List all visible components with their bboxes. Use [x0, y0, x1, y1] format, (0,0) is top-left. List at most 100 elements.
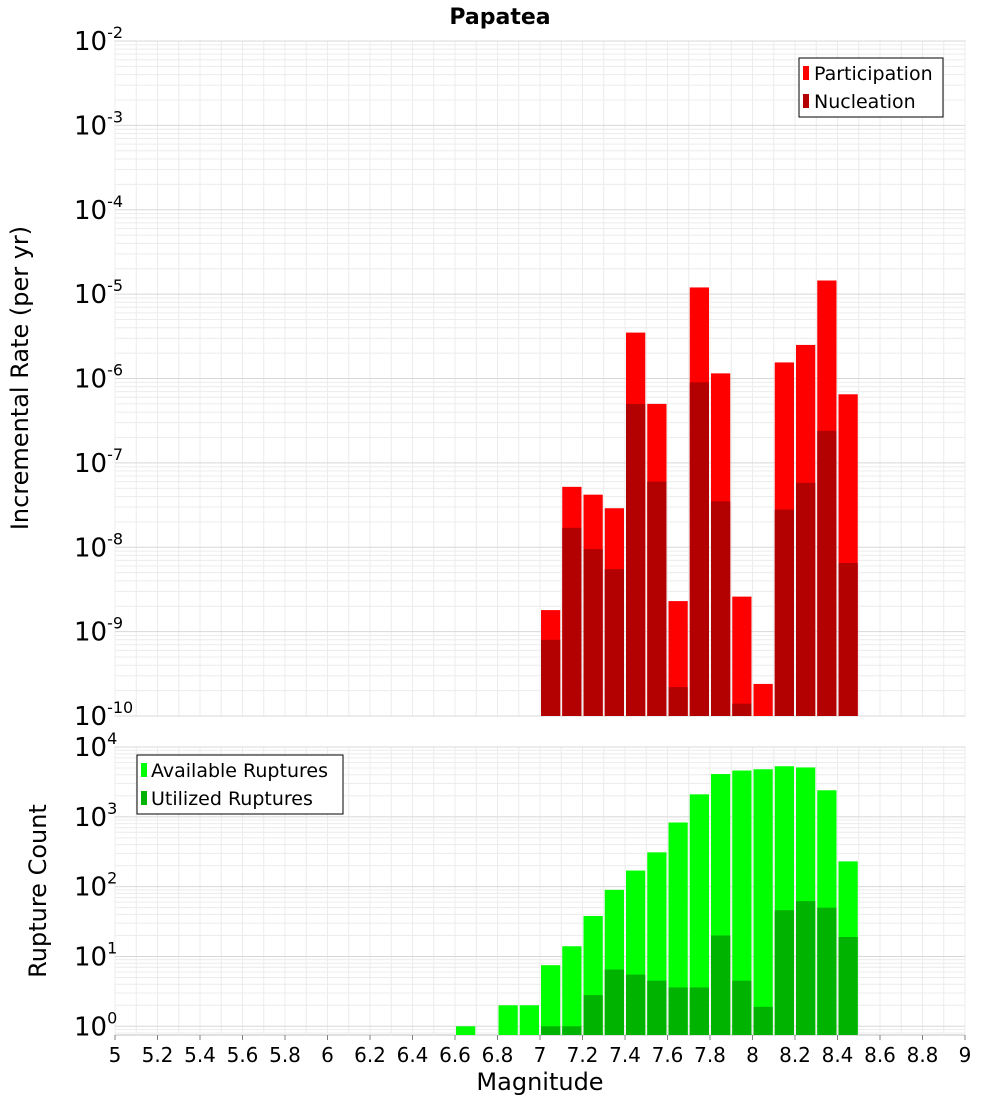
top-y-tick-labels: 10-2 10-3 10-4 10-5 10-6 10-7 10-8 10-9 10-10: [74, 23, 133, 732]
top-bar-series1: [541, 639, 561, 716]
x-tick-label: 5.6: [227, 1043, 259, 1067]
x-tick-label: 8: [746, 1043, 759, 1067]
bottom-y-tick-label: 104: [74, 729, 117, 763]
top-bar-series1: [562, 527, 582, 716]
bottom-y-tick-label: 101: [74, 938, 117, 972]
top-legend: Participation Nucleation: [798, 57, 944, 118]
bottom-y-tick-labels: 104 103 102 101 100: [74, 729, 117, 1042]
top-y-tick-label: 10-2: [74, 23, 123, 57]
top-bar-series1: [626, 403, 646, 716]
bottom-bar-series1: [817, 907, 837, 1035]
top-bar-series0: [753, 683, 773, 716]
bottom-bar-series1: [647, 980, 667, 1035]
top-bar-series1: [689, 382, 709, 716]
x-tick-label: 5: [109, 1043, 122, 1067]
bottom-bar-series0: [753, 769, 773, 1035]
legend-available-label: Available Ruptures: [151, 760, 328, 782]
bottom-y-axis-label: Rupture Count: [24, 804, 52, 978]
legend-nucleation-swatch: [803, 94, 809, 108]
bottom-bar-series1: [541, 1026, 561, 1035]
x-tick-label: 8.2: [779, 1043, 811, 1067]
bottom-bar-series0: [519, 1005, 539, 1035]
bottom-legend-box: [136, 754, 344, 815]
bottom-bar-series1: [732, 980, 752, 1035]
top-bar-series1: [817, 430, 837, 716]
bottom-bar-series1: [604, 969, 624, 1035]
bottom-bar-series0: [541, 965, 561, 1035]
top-panel: 10-2 10-3 10-4 10-5 10-6 10-7 10-8 10-9 10-10 In…: [6, 23, 966, 732]
bottom-bar-series1: [689, 987, 709, 1035]
x-tick-label: 7.4: [609, 1043, 641, 1067]
x-tick-label: 7.6: [652, 1043, 684, 1067]
x-tick-label: 8.8: [907, 1043, 939, 1067]
top-legend-box: [798, 57, 944, 118]
bottom-bar-series1: [583, 995, 603, 1035]
top-y-tick-label: 10-5: [74, 276, 123, 310]
bottom-y-tick-label: 102: [74, 869, 117, 903]
bottom-bar-series1: [711, 935, 731, 1035]
top-bar-series1: [711, 501, 731, 716]
x-tick-label: 7: [534, 1043, 547, 1067]
top-grid: [114, 40, 966, 717]
chart-title: Papatea: [449, 5, 550, 30]
x-tick-label: 6.2: [354, 1043, 386, 1067]
x-tick-label: 8.6: [864, 1043, 896, 1067]
bottom-legend: Available Ruptures Utilized Ruptures: [136, 754, 344, 815]
x-tick-labels: 5 5.2 5.4 5.6 5.8 6 6.2 6.4 6.6 6.8 7 7.2 7.4 7.6 7.8 8…: [109, 1035, 972, 1067]
bottom-y-tick-label: 103: [74, 799, 117, 833]
bottom-bar-series1: [626, 974, 646, 1035]
top-y-tick-label: 10-4: [74, 192, 123, 226]
bottom-bar-series1: [753, 1006, 773, 1035]
top-y-tick-label: 10-8: [74, 529, 123, 563]
top-bar-series0: [732, 596, 752, 716]
legend-available-swatch: [141, 763, 147, 777]
bottom-bar-series1: [796, 901, 816, 1035]
x-tick-label: 8.4: [822, 1043, 854, 1067]
top-bar-series1: [838, 563, 858, 716]
bottom-bar-series0: [562, 946, 582, 1035]
x-tick-label: 5.2: [142, 1043, 174, 1067]
legend-nucleation-label: Nucleation: [814, 91, 916, 113]
top-bars: [541, 280, 858, 716]
x-tick-label: 6: [321, 1043, 334, 1067]
top-y-tick-label: 10-3: [74, 107, 123, 141]
bottom-bar-series1: [774, 910, 794, 1035]
bottom-bar-series0: [732, 770, 752, 1035]
x-tick-label: 6.4: [397, 1043, 429, 1067]
x-tick-label: 9: [959, 1043, 972, 1067]
bottom-bar-series0: [689, 794, 709, 1035]
x-tick-label: 6.8: [482, 1043, 514, 1067]
top-y-tick-label: 10-10: [74, 698, 133, 732]
legend-utilized-label: Utilized Ruptures: [151, 788, 313, 810]
bottom-bar-series1: [562, 1026, 582, 1035]
top-y-axis-label: Incremental Rate (per yr): [6, 226, 34, 530]
legend-participation-label: Participation: [814, 63, 933, 85]
x-tick-label: 6.6: [439, 1043, 471, 1067]
top-bar-series1: [796, 482, 816, 716]
bottom-bar-series0: [668, 822, 688, 1035]
bottom-bar-series0: [498, 1005, 518, 1035]
bottom-bar-series1: [668, 987, 688, 1035]
x-axis-label: Magnitude: [476, 1068, 603, 1096]
top-y-tick-label: 10-9: [74, 614, 123, 648]
x-tick-label: 7.8: [694, 1043, 726, 1067]
bottom-panel: 104 103 102 101 100 5 5.2 5.4 5.6 5.8 6 6.2 6.4 6.6 6…: [24, 729, 971, 1096]
x-tick-label: 7.2: [567, 1043, 599, 1067]
legend-utilized-swatch: [141, 791, 147, 805]
top-bar-series1: [774, 509, 794, 716]
top-bar-series1: [732, 703, 752, 716]
top-bar-series1: [647, 481, 667, 716]
legend-participation-swatch: [803, 66, 809, 80]
top-bar-series1: [604, 569, 624, 716]
x-tick-label: 5.4: [184, 1043, 216, 1067]
top-y-tick-label: 10-6: [74, 361, 123, 395]
top-bar-series1: [583, 549, 603, 716]
x-tick-label: 5.8: [269, 1043, 301, 1067]
bottom-bar-series1: [838, 936, 858, 1035]
bottom-y-tick-label: 100: [74, 1008, 117, 1042]
top-bar-series1: [668, 687, 688, 716]
top-y-tick-label: 10-7: [74, 445, 123, 479]
bottom-bars: [456, 766, 858, 1035]
bottom-bar-series0: [456, 1026, 476, 1035]
